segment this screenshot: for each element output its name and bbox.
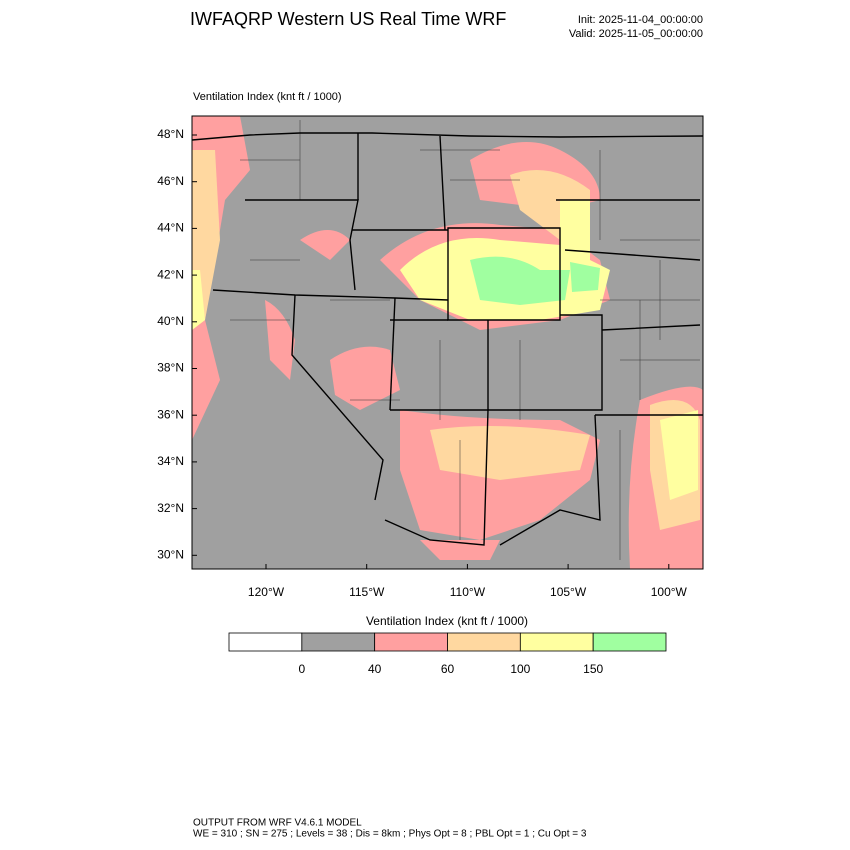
colorbar-tick-label: 100 [510,662,530,676]
colorbar-box [447,632,521,652]
lon-label: 115°W [349,585,385,599]
lat-labels: 48°N 46°N 44°N 42°N 40°N 38°N 36°N 34°N 32°N 30°N [157,127,197,561]
colorbar-title: Ventilation Index (knt ft / 1000) [366,614,528,628]
lat-label: 42°N [157,267,184,281]
lat-label: 34°N [157,454,184,468]
colorbar-box [374,632,448,652]
colorbar-tick-label: 150 [583,662,603,676]
lat-label: 46°N [157,174,184,188]
footer-line: WE = 310 ; SN = 275 ; Levels = 38 ; Dis … [193,829,587,840]
lat-label: 30°N [157,547,184,561]
colorbar-box [301,632,376,652]
colorbar-tick-label: 40 [368,662,382,676]
lon-label: 120°W [248,585,285,599]
lat-label: 48°N [157,127,184,141]
colorbar: 0 40 60 100 150 [228,632,667,676]
lat-label: 32°N [157,501,184,515]
footer-line: OUTPUT FROM WRF V4.6.1 MODEL [193,818,362,829]
valid-time: Valid: 2025-11-05_00:00:00 [569,28,703,40]
lon-label: 105°W [550,585,587,599]
lat-label: 40°N [157,314,184,328]
lat-label: 38°N [157,361,184,375]
colorbar-tick-label: 0 [298,662,305,676]
colorbar-tick-label: 60 [441,662,455,676]
state-borders [192,132,703,546]
lon-labels: 120°W 115°W 110°W 105°W 100°W [248,564,688,599]
map: 48°N 46°N 44°N 42°N 40°N 38°N 36°N 34°N 32°N 30°N… [157,115,704,599]
colorbar-box [519,632,594,652]
lat-label: 44°N [157,221,184,235]
init-time: Init: 2025-11-04_00:00:00 [578,14,703,26]
map-frame [191,115,704,570]
colorbar-box [228,632,303,652]
title: IWFAQRP Western US Real Time WRF [190,9,506,29]
colorbar-box [592,632,667,652]
field-green [470,256,600,305]
lon-label: 100°W [651,585,688,599]
map-subtitle: Ventilation Index (knt ft / 1000) [193,91,342,103]
lat-label: 36°N [157,407,184,421]
lon-label: 110°W [450,585,486,599]
